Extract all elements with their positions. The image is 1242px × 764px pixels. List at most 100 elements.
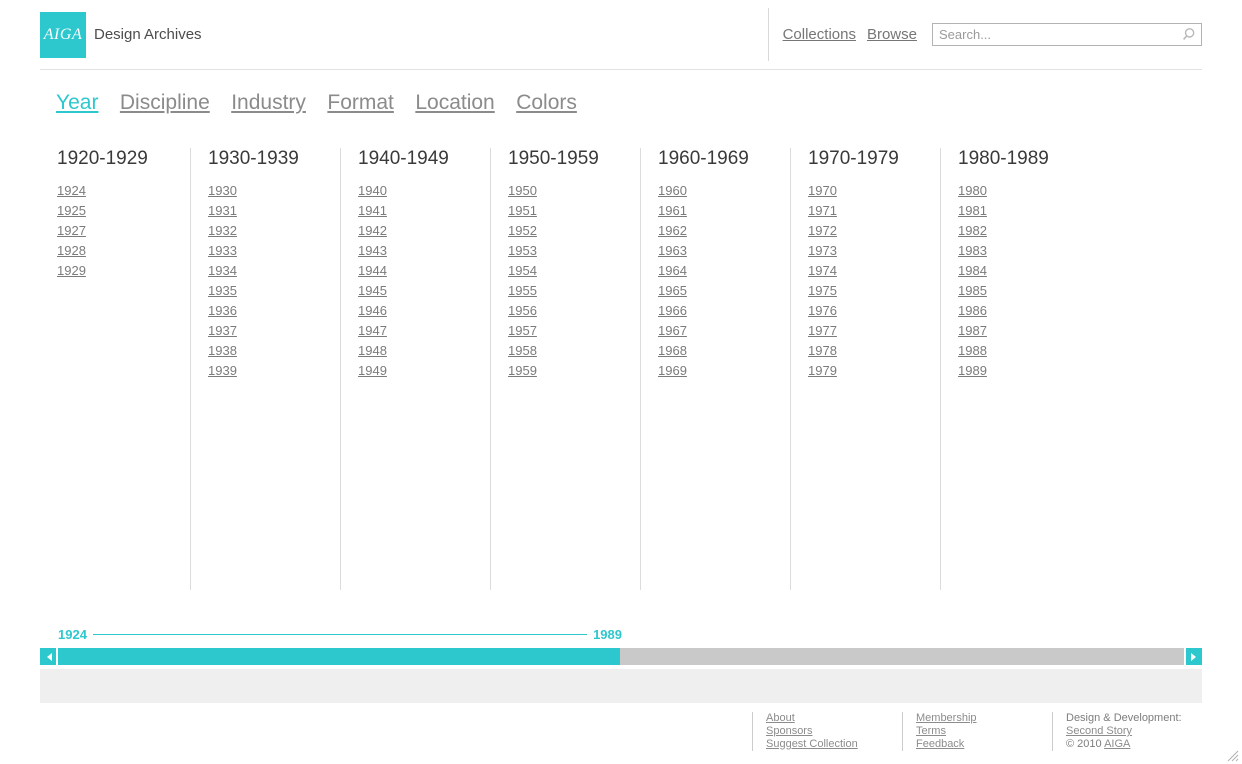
sponsors-link[interactable]: Sponsors: [766, 725, 813, 737]
year-link[interactable]: 1931: [208, 203, 237, 218]
year-link[interactable]: 1972: [808, 223, 837, 238]
year-link[interactable]: 1939: [208, 363, 237, 378]
scroll-left-button[interactable]: [40, 648, 56, 665]
year-link[interactable]: 1933: [208, 243, 237, 258]
year-link[interactable]: 1985: [958, 283, 987, 298]
year-link[interactable]: 1974: [808, 263, 837, 278]
year-link[interactable]: 1983: [958, 243, 987, 258]
year-list: 1950 1951 1952 1953 1954 1955 1956 1957 1958 1959: [508, 181, 640, 381]
year-link[interactable]: 1953: [508, 243, 537, 258]
tab-colors[interactable]: Colors: [516, 91, 577, 114]
year-link[interactable]: 1937: [208, 323, 237, 338]
year-link[interactable]: 1930: [208, 183, 237, 198]
year-link[interactable]: 1956: [508, 303, 537, 318]
search-box: [932, 23, 1202, 46]
year-list: 1930 1931 1932 1933 1934 1935 1936 1937 1938 1939: [208, 181, 340, 381]
year-link[interactable]: 1966: [658, 303, 687, 318]
year-link[interactable]: 1982: [958, 223, 987, 238]
list-item: 1934: [208, 261, 340, 281]
year-link[interactable]: 1944: [358, 263, 387, 278]
list-item: 1957: [508, 321, 640, 341]
year-link[interactable]: 1935: [208, 283, 237, 298]
tab-year[interactable]: Year: [56, 91, 99, 114]
list-item: 1925: [57, 201, 190, 221]
year-link[interactable]: 1963: [658, 243, 687, 258]
aiga-copyright-link[interactable]: AIGA: [1104, 738, 1131, 750]
list-item: 1951: [508, 201, 640, 221]
search-input[interactable]: [933, 27, 1181, 42]
tab-format[interactable]: Format: [327, 91, 394, 114]
year-link[interactable]: 1959: [508, 363, 537, 378]
year-link[interactable]: 1977: [808, 323, 837, 338]
year-link[interactable]: 1924: [57, 183, 86, 198]
year-link[interactable]: 1975: [808, 283, 837, 298]
year-link[interactable]: 1988: [958, 343, 987, 358]
year-link[interactable]: 1954: [508, 263, 537, 278]
second-story-link[interactable]: Second Story: [1066, 725, 1133, 737]
facet-nav: Year Discipline Industry Format Location…: [56, 91, 1202, 118]
terms-link[interactable]: Terms: [916, 725, 946, 737]
year-link[interactable]: 1938: [208, 343, 237, 358]
year-link[interactable]: 1981: [958, 203, 987, 218]
year-link[interactable]: 1984: [958, 263, 987, 278]
year-link[interactable]: 1979: [808, 363, 837, 378]
year-link[interactable]: 1961: [658, 203, 687, 218]
list-item: 1980: [958, 181, 1090, 201]
year-link[interactable]: 1969: [658, 363, 687, 378]
tab-discipline[interactable]: Discipline: [119, 91, 210, 114]
year-link[interactable]: 1929: [57, 263, 86, 278]
year-link[interactable]: 1958: [508, 343, 537, 358]
year-link[interactable]: 1947: [358, 323, 387, 338]
year-link[interactable]: 1927: [57, 223, 86, 238]
year-link[interactable]: 1934: [208, 263, 237, 278]
year-link[interactable]: 1945: [358, 283, 387, 298]
membership-link[interactable]: Membership: [916, 712, 977, 724]
browse-link[interactable]: Browse: [866, 26, 917, 43]
year-link[interactable]: 1973: [808, 243, 837, 258]
feedback-link[interactable]: Feedback: [916, 738, 965, 750]
list-item: 1970: [808, 181, 940, 201]
collections-link[interactable]: Collections: [782, 26, 856, 43]
year-link[interactable]: 1952: [508, 223, 537, 238]
year-link[interactable]: 1957: [508, 323, 537, 338]
year-link[interactable]: 1925: [57, 203, 86, 218]
timeline-range-thumb[interactable]: [58, 648, 620, 665]
year-link[interactable]: 1967: [658, 323, 687, 338]
year-link[interactable]: 1989: [958, 363, 987, 378]
year-link[interactable]: 1971: [808, 203, 837, 218]
year-link[interactable]: 1948: [358, 343, 387, 358]
list-item: 1956: [508, 301, 640, 321]
year-link[interactable]: 1968: [658, 343, 687, 358]
about-link[interactable]: About: [766, 712, 795, 724]
year-link[interactable]: 1940: [358, 183, 387, 198]
year-link[interactable]: 1978: [808, 343, 837, 358]
year-link[interactable]: 1942: [358, 223, 387, 238]
tab-industry[interactable]: Industry: [231, 91, 306, 114]
year-link[interactable]: 1960: [658, 183, 687, 198]
year-link[interactable]: 1970: [808, 183, 837, 198]
suggest-collection-link[interactable]: Suggest Collection: [766, 738, 858, 750]
year-link[interactable]: 1951: [508, 203, 537, 218]
scroll-right-button[interactable]: [1186, 648, 1202, 665]
footer-column-credits: Design & Development: Second Story © 201…: [1052, 712, 1202, 751]
year-link[interactable]: 1976: [808, 303, 837, 318]
year-link[interactable]: 1928: [57, 243, 86, 258]
year-link[interactable]: 1955: [508, 283, 537, 298]
year-link[interactable]: 1946: [358, 303, 387, 318]
year-link[interactable]: 1964: [658, 263, 687, 278]
aiga-logo[interactable]: AIGA: [40, 11, 86, 58]
year-link[interactable]: 1949: [358, 363, 387, 378]
year-link[interactable]: 1987: [958, 323, 987, 338]
resize-grip-icon[interactable]: [1225, 748, 1239, 762]
year-link[interactable]: 1943: [358, 243, 387, 258]
tab-location[interactable]: Location: [415, 91, 495, 114]
timeline-track[interactable]: [58, 648, 1184, 665]
year-link[interactable]: 1965: [658, 283, 687, 298]
year-link[interactable]: 1941: [358, 203, 387, 218]
year-link[interactable]: 1936: [208, 303, 237, 318]
year-link[interactable]: 1932: [208, 223, 237, 238]
year-link[interactable]: 1962: [658, 223, 687, 238]
year-link[interactable]: 1980: [958, 183, 987, 198]
year-link[interactable]: 1986: [958, 303, 987, 318]
year-link[interactable]: 1950: [508, 183, 537, 198]
